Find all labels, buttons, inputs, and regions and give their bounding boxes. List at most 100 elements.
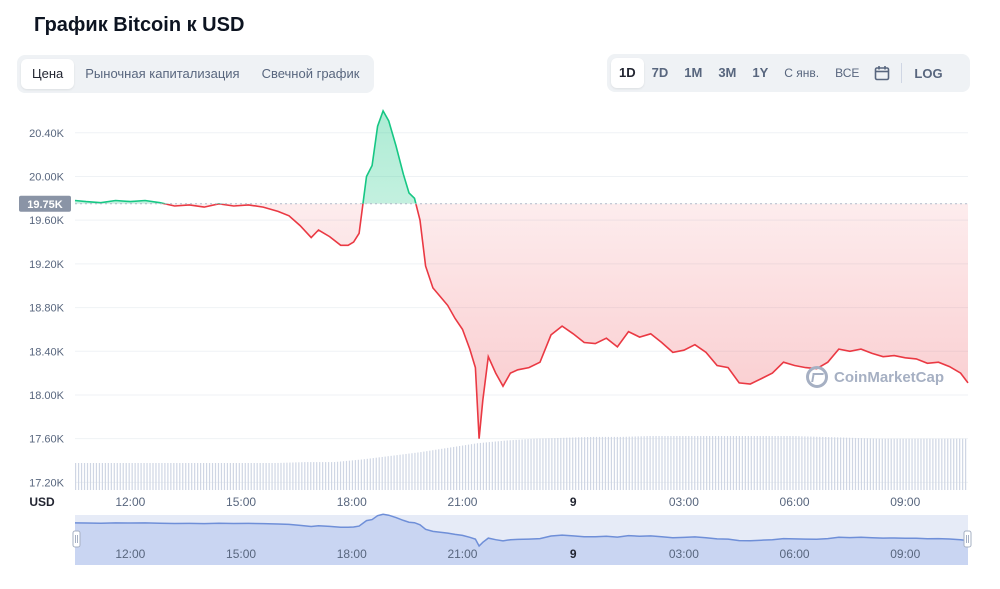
volume-bar	[932, 438, 934, 490]
volume-bar	[98, 463, 101, 490]
volume-bar	[283, 462, 285, 490]
tab-price[interactable]: Цена	[21, 59, 75, 89]
volume-bar	[557, 437, 559, 490]
volume-bar	[694, 436, 696, 490]
volume-bar	[848, 437, 851, 490]
volume-bar	[575, 437, 577, 490]
volume-bar	[417, 452, 419, 490]
volume-bar	[807, 436, 809, 490]
y-tick-label: 19.20K	[29, 259, 65, 271]
x-tick-label: 06:00	[780, 495, 810, 509]
tab-market-cap[interactable]: Рыночная капитализация	[85, 66, 240, 81]
range-ytd-button[interactable]: С янв.	[784, 66, 820, 80]
volume-bar	[134, 463, 136, 490]
volume-bar	[837, 437, 839, 490]
volume-bar	[432, 450, 434, 490]
volume-bar	[253, 463, 255, 490]
volume-bar	[461, 445, 464, 490]
volume-bar	[381, 456, 383, 490]
volume-bar	[598, 436, 601, 490]
volume-bar	[527, 439, 529, 490]
volume-bar	[333, 462, 336, 490]
divider	[901, 63, 903, 83]
volume-bar	[447, 447, 449, 490]
currency-axis-label: USD	[29, 495, 55, 509]
volume-bar	[905, 438, 907, 490]
volume-bar	[250, 463, 252, 490]
volume-bar	[691, 436, 693, 490]
range-3m-button[interactable]: 3M	[718, 65, 737, 80]
volume-bar	[619, 436, 621, 490]
area-below-baseline	[75, 203, 968, 439]
volume-bar	[959, 438, 961, 490]
volume-bar	[167, 463, 169, 490]
volume-bar	[414, 452, 416, 490]
volume-bar	[86, 463, 89, 490]
volume-bar	[387, 456, 389, 490]
volume-bar	[241, 463, 243, 490]
navigator-left-handle[interactable]	[72, 530, 81, 548]
volume-bar	[717, 436, 720, 490]
volume-bar	[607, 436, 610, 490]
navigator-tick-label: 06:00	[780, 547, 810, 561]
volume-bar	[304, 462, 306, 490]
volume-bar	[316, 462, 318, 490]
volume-bar	[962, 438, 964, 490]
volume-bar	[125, 463, 127, 490]
volume-bar	[637, 436, 639, 490]
volume-bar	[506, 440, 508, 490]
volume-bar	[938, 438, 940, 490]
volume-bar	[182, 463, 184, 490]
volume-bar	[170, 463, 172, 490]
volume-bar	[530, 438, 532, 490]
range-1m-button[interactable]: 1M	[684, 65, 703, 80]
volume-bar	[485, 442, 487, 490]
x-tick-label: 18:00	[337, 495, 367, 509]
volume-bar	[393, 455, 395, 490]
volume-bar	[500, 440, 502, 490]
navigator-tick-label: 21:00	[447, 547, 477, 561]
range-1y-button[interactable]: 1Y	[752, 65, 769, 80]
volume-bar	[890, 438, 892, 490]
volume-bar	[509, 440, 511, 490]
navigator-tick-label: 09:00	[890, 547, 920, 561]
volume-bar	[887, 438, 889, 490]
volume-bar	[947, 438, 949, 490]
navigator-tick-label: 12:00	[115, 547, 145, 561]
volume-bar	[842, 437, 845, 490]
volume-bar	[863, 438, 866, 490]
volume-bar	[744, 436, 746, 490]
log-scale-toggle[interactable]: LOG	[914, 65, 943, 81]
volume-bar	[328, 462, 330, 490]
volume-bar	[357, 459, 359, 490]
volume-bar	[750, 436, 752, 490]
navigator-right-handle[interactable]	[963, 530, 972, 548]
volume-bar	[533, 438, 535, 490]
navigator-line	[74, 513, 969, 548]
volume-bar	[911, 438, 913, 490]
volume-bar	[941, 438, 943, 490]
range-7d-button[interactable]: 7D	[651, 65, 669, 80]
range-1d-button[interactable]: 1D	[611, 58, 644, 88]
range-all-button[interactable]: ВСЕ	[835, 66, 860, 80]
volume-bar	[709, 436, 711, 490]
range-navigator[interactable]: 12:00 15:00 18:00 21:00 9 03:00 06:00 09:00	[72, 513, 972, 565]
volume-bar	[179, 463, 181, 490]
volume-bar	[560, 437, 562, 490]
volume-bar	[101, 463, 103, 490]
volume-bar	[295, 462, 297, 490]
volume-bar	[774, 436, 776, 490]
volume-bar	[878, 438, 880, 490]
volume-bar	[759, 436, 761, 490]
volume-bar	[658, 436, 660, 490]
volume-bar	[482, 442, 485, 490]
baseline-label: 19.75K	[27, 199, 63, 211]
volume-bar	[706, 436, 708, 490]
tab-candlestick[interactable]: Свечной график	[261, 66, 360, 81]
y-tick-label: 17.20K	[29, 477, 65, 489]
volume-bar	[402, 454, 404, 490]
calendar-icon[interactable]	[867, 58, 897, 88]
volume-bar	[453, 446, 455, 490]
volume-bar	[893, 438, 895, 490]
